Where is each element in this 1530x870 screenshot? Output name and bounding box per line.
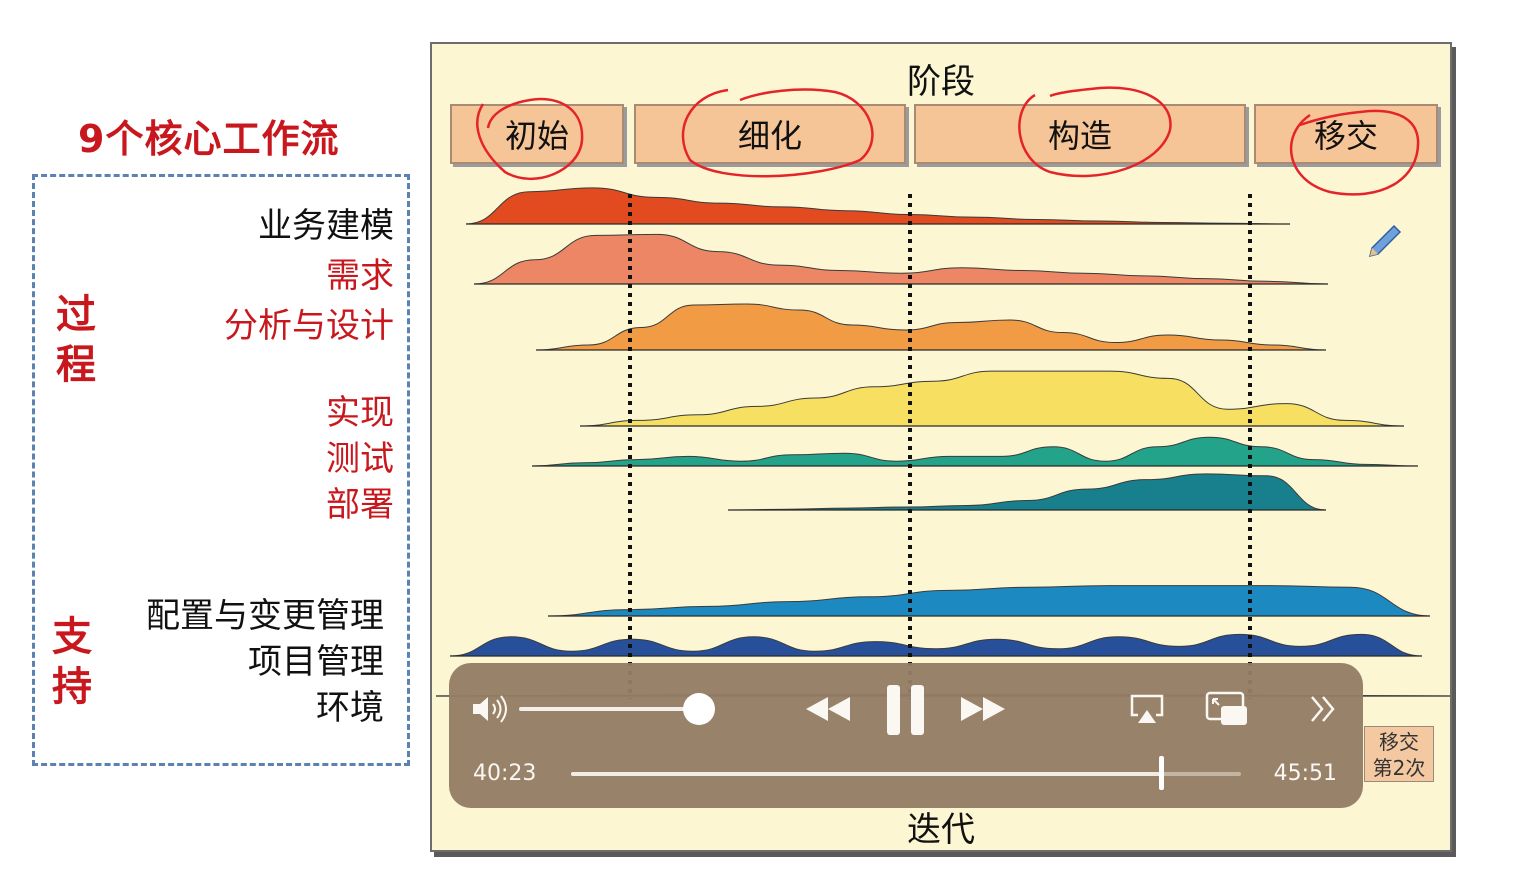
process-category-label: 过程 [56, 292, 96, 388]
more-icon[interactable] [1309, 695, 1339, 723]
workflow-test: 测试 [326, 439, 394, 479]
progress-bar[interactable] [571, 756, 1241, 790]
progress-bar-fill [571, 772, 1162, 776]
progress-bar-scrubber[interactable] [1159, 756, 1165, 790]
volume-slider[interactable] [519, 707, 701, 711]
volume-icon[interactable] [471, 693, 511, 725]
series-area-4 [531, 436, 1419, 467]
series-area-2 [535, 303, 1327, 351]
support-category-label: 支持 [52, 614, 92, 710]
workflow-list-frame [32, 174, 410, 766]
series-area-1 [473, 233, 1329, 285]
media-controls[interactable]: 40:23 45:51 [449, 663, 1363, 808]
workflow-implementation: 实现 [326, 393, 394, 433]
workflow-business-modeling: 业务建模 [258, 206, 394, 246]
workflow-project-mgmt: 项目管理 [248, 642, 384, 682]
pause-icon[interactable] [885, 683, 927, 737]
series-area-0 [465, 187, 1291, 225]
series-area-3 [579, 370, 1405, 427]
iteration-box-transition-2: 移交 第2次 [1364, 726, 1434, 782]
series-area-6 [547, 585, 1431, 617]
picture-in-picture-icon[interactable] [1205, 691, 1249, 727]
workflow-analysis-design: 分析与设计 [224, 306, 394, 346]
volume-slider-knob[interactable] [683, 693, 715, 725]
elapsed-time: 40:23 [473, 761, 537, 786]
series-area-7 [449, 633, 1423, 657]
rewind-icon[interactable] [804, 693, 854, 725]
iteration-box-line1: 移交 [1379, 730, 1419, 754]
iteration-box-line2: 第2次 [1372, 756, 1426, 780]
iteration-axis-title: 迭代 [907, 810, 975, 850]
total-time: 45:51 [1273, 761, 1337, 786]
forward-icon[interactable] [959, 693, 1009, 725]
series-area-5 [727, 473, 1327, 511]
workflow-deployment: 部署 [326, 485, 394, 525]
phase-axis-title: 阶段 [907, 62, 975, 102]
airplay-icon[interactable] [1129, 693, 1165, 725]
pencil-icon[interactable] [1364, 222, 1404, 262]
workflow-environment: 环境 [316, 688, 384, 728]
workflow-requirements: 需求 [326, 256, 394, 296]
workflow-config-change-mgmt: 配置与变更管理 [146, 596, 384, 636]
workflows-title: 9个核心工作流 [78, 117, 340, 161]
